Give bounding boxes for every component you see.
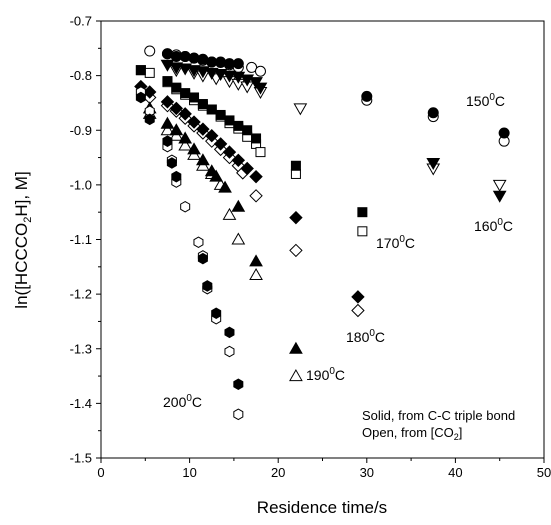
- data-point-solid: [207, 105, 216, 114]
- y-tick-label: -0.7: [70, 14, 92, 29]
- label-190C: 1900C: [306, 366, 345, 383]
- data-point-solid: [136, 66, 145, 75]
- x-tick-label: 40: [448, 465, 462, 480]
- x-tick-label: 30: [360, 465, 374, 480]
- data-point-solid: [172, 171, 181, 181]
- data-point-open: [358, 227, 367, 236]
- y-tick-label: -0.8: [70, 68, 92, 83]
- label-160C: 1600C: [474, 217, 513, 234]
- data-point-solid: [198, 253, 207, 263]
- y-tick-label: -1.3: [70, 341, 92, 356]
- x-tick-label: 50: [537, 465, 551, 480]
- data-point-solid: [250, 255, 262, 266]
- data-point-open: [225, 346, 234, 356]
- x-tick-label: 0: [97, 465, 104, 480]
- data-point-solid: [216, 57, 226, 67]
- label-200C: 2000C: [163, 393, 202, 410]
- data-point-solid: [233, 59, 243, 69]
- data-point-solid: [163, 136, 172, 146]
- data-point-open: [255, 66, 265, 76]
- data-point-solid: [428, 108, 438, 118]
- series-170C: [136, 66, 367, 236]
- data-point-solid: [172, 83, 181, 92]
- x-tick-label: 20: [271, 465, 285, 480]
- data-point-solid: [290, 343, 302, 354]
- data-point-solid: [234, 379, 243, 389]
- data-point-solid: [499, 128, 509, 138]
- y-tick-label: -1.5: [70, 451, 92, 466]
- data-point-open: [145, 46, 155, 56]
- data-point-open: [145, 68, 154, 77]
- data-point-solid: [234, 121, 243, 130]
- plot-markers: [135, 46, 509, 419]
- data-point-solid: [181, 89, 190, 98]
- data-point-solid: [216, 110, 225, 119]
- y-tick-label: -1.2: [70, 287, 92, 302]
- data-point-solid: [352, 291, 364, 303]
- data-point-solid: [190, 93, 199, 102]
- data-point-solid: [198, 100, 207, 109]
- label-150C: 1500C: [466, 92, 505, 109]
- data-point-solid: [290, 212, 302, 224]
- legend-note-solid: Solid, from C-C triple bond: [362, 408, 515, 423]
- data-point-solid: [250, 171, 262, 183]
- data-point-solid: [362, 91, 372, 101]
- data-point-open: [250, 190, 262, 202]
- y-tick-label: -1.1: [70, 232, 92, 247]
- data-point-open: [181, 202, 190, 212]
- data-point-solid: [136, 92, 145, 102]
- data-point-open: [256, 148, 265, 157]
- data-point-solid: [494, 191, 506, 202]
- data-point-open: [290, 370, 302, 381]
- data-point-solid: [167, 158, 176, 168]
- data-point-open: [234, 409, 243, 419]
- data-point-solid: [145, 114, 154, 124]
- data-point-solid: [358, 208, 367, 217]
- data-point-solid: [243, 126, 252, 135]
- series-200C: [136, 87, 242, 420]
- y-axis-title: ln([HCCCO2H], M]: [12, 171, 34, 308]
- data-point-solid: [291, 161, 300, 170]
- data-point-solid: [225, 116, 234, 125]
- data-point-open: [290, 244, 302, 256]
- label-180C: 1800C: [346, 328, 385, 345]
- data-point-open: [352, 305, 364, 317]
- data-point-solid: [203, 281, 212, 291]
- series-180C: [135, 81, 364, 317]
- label-170C: 1700C: [376, 234, 415, 251]
- y-tick-label: -1.0: [70, 177, 92, 192]
- data-point-solid: [161, 118, 173, 129]
- data-point-solid: [225, 327, 234, 337]
- data-point-open: [291, 169, 300, 178]
- data-point-open: [250, 269, 262, 280]
- data-point-open: [232, 234, 244, 245]
- data-point-solid: [212, 308, 221, 318]
- x-tick-label: 10: [182, 465, 196, 480]
- data-point-open: [194, 237, 203, 247]
- data-point-solid: [252, 134, 261, 143]
- x-axis-title: Residence time/s: [257, 498, 387, 517]
- legend-note-open: Open, from [CO2]: [362, 425, 462, 442]
- data-point-open: [294, 104, 306, 115]
- data-point-solid: [163, 77, 172, 86]
- data-point-open: [494, 180, 506, 191]
- data-point-solid: [180, 52, 190, 62]
- y-tick-label: -1.4: [70, 396, 92, 411]
- data-point-solid: [232, 201, 244, 212]
- y-tick-label: -0.9: [70, 123, 92, 138]
